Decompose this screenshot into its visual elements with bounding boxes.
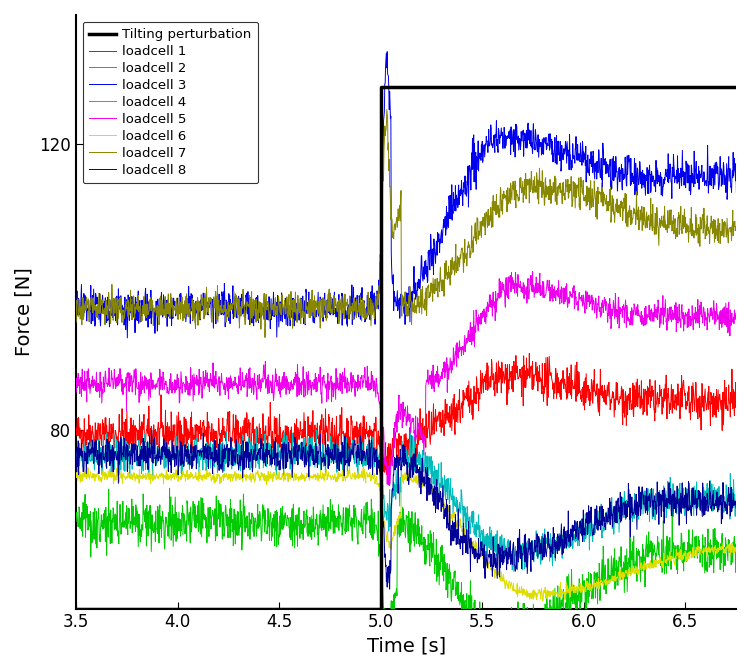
X-axis label: Time [s]: Time [s] <box>366 637 445 656</box>
Line: Tilting perturbation: Tilting perturbation <box>76 87 738 609</box>
loadcell 8 <box>349 454 358 462</box>
loadcell 8 <box>147 426 156 434</box>
loadcell 6 <box>733 543 742 551</box>
loadcell 3 <box>650 179 659 187</box>
loadcell 6 <box>345 462 354 470</box>
loadcell 7 <box>650 209 659 217</box>
loadcell 1 <box>348 435 357 443</box>
loadcell 6 <box>650 556 659 564</box>
loadcell 8 <box>71 466 80 474</box>
loadcell 4 <box>288 451 297 459</box>
loadcell 5 <box>728 315 737 323</box>
Line: loadcell 4: loadcell 4 <box>76 428 737 572</box>
loadcell 3 <box>71 307 80 315</box>
loadcell 7 <box>503 193 512 201</box>
loadcell 3 <box>123 334 132 342</box>
loadcell 8 <box>728 497 737 505</box>
loadcell 1 <box>382 471 391 479</box>
loadcell 1 <box>113 437 122 446</box>
Y-axis label: Force [N]: Force [N] <box>15 268 34 356</box>
loadcell 4 <box>406 424 415 432</box>
loadcell 5 <box>113 381 122 389</box>
loadcell 6 <box>728 539 737 548</box>
Line: loadcell 6: loadcell 6 <box>76 466 737 601</box>
loadcell 6 <box>502 580 511 588</box>
Line: loadcell 3: loadcell 3 <box>76 52 737 338</box>
loadcell 1 <box>728 394 737 402</box>
loadcell 8 <box>385 585 394 593</box>
Line: loadcell 7: loadcell 7 <box>76 109 737 338</box>
loadcell 7 <box>349 312 358 320</box>
loadcell 7 <box>728 222 737 230</box>
Line: loadcell 5: loadcell 5 <box>76 272 737 486</box>
loadcell 4 <box>348 446 357 454</box>
loadcell 2 <box>165 484 174 493</box>
loadcell 5 <box>528 268 537 276</box>
loadcell 6 <box>71 472 80 480</box>
loadcell 3 <box>383 48 392 56</box>
loadcell 6 <box>349 472 358 480</box>
loadcell 2 <box>728 554 737 562</box>
loadcell 7 <box>113 295 122 303</box>
loadcell 4 <box>502 543 511 551</box>
loadcell 8 <box>650 505 659 513</box>
Line: loadcell 2: loadcell 2 <box>76 488 737 670</box>
loadcell 7 <box>733 221 742 229</box>
loadcell 6 <box>538 597 547 605</box>
loadcell 4 <box>113 453 122 461</box>
loadcell 4 <box>650 516 659 524</box>
Tilting perturbation <box>734 83 743 91</box>
loadcell 2 <box>288 505 297 513</box>
loadcell 3 <box>288 295 297 303</box>
loadcell 2 <box>71 517 80 525</box>
loadcell 1 <box>733 389 742 397</box>
loadcell 2 <box>349 511 358 519</box>
loadcell 4 <box>509 568 518 576</box>
loadcell 1 <box>525 350 534 358</box>
loadcell 3 <box>113 300 122 308</box>
loadcell 2 <box>385 666 394 671</box>
loadcell 2 <box>503 637 512 645</box>
loadcell 7 <box>382 105 391 113</box>
Tilting perturbation <box>71 605 80 613</box>
Line: loadcell 1: loadcell 1 <box>76 354 737 475</box>
loadcell 8 <box>288 474 297 482</box>
Tilting perturbation <box>376 83 385 91</box>
loadcell 3 <box>503 133 512 141</box>
loadcell 1 <box>71 424 80 432</box>
loadcell 8 <box>733 491 742 499</box>
loadcell 4 <box>71 450 80 458</box>
loadcell 5 <box>733 304 742 312</box>
loadcell 8 <box>503 552 512 560</box>
loadcell 5 <box>348 371 357 379</box>
loadcell 3 <box>349 283 358 291</box>
loadcell 5 <box>71 389 80 397</box>
loadcell 2 <box>650 549 659 557</box>
loadcell 1 <box>650 376 659 384</box>
Legend: Tilting perturbation, loadcell 1, loadcell 2, loadcell 3, loadcell 4, loadcell 5: Tilting perturbation, loadcell 1, loadce… <box>83 21 258 183</box>
loadcell 6 <box>113 472 122 480</box>
Line: loadcell 8: loadcell 8 <box>76 430 737 589</box>
loadcell 3 <box>728 166 737 174</box>
loadcell 2 <box>113 532 122 540</box>
loadcell 7 <box>261 333 270 342</box>
loadcell 5 <box>385 482 394 490</box>
loadcell 5 <box>288 380 297 389</box>
loadcell 5 <box>650 313 659 321</box>
loadcell 4 <box>728 495 737 503</box>
loadcell 5 <box>502 285 511 293</box>
loadcell 1 <box>288 446 297 454</box>
loadcell 6 <box>288 466 297 474</box>
Tilting perturbation <box>376 605 385 613</box>
loadcell 7 <box>288 297 297 305</box>
loadcell 3 <box>733 178 742 186</box>
loadcell 2 <box>733 569 742 577</box>
loadcell 1 <box>502 401 511 409</box>
loadcell 4 <box>733 491 742 499</box>
loadcell 7 <box>71 318 80 326</box>
loadcell 8 <box>113 464 122 472</box>
